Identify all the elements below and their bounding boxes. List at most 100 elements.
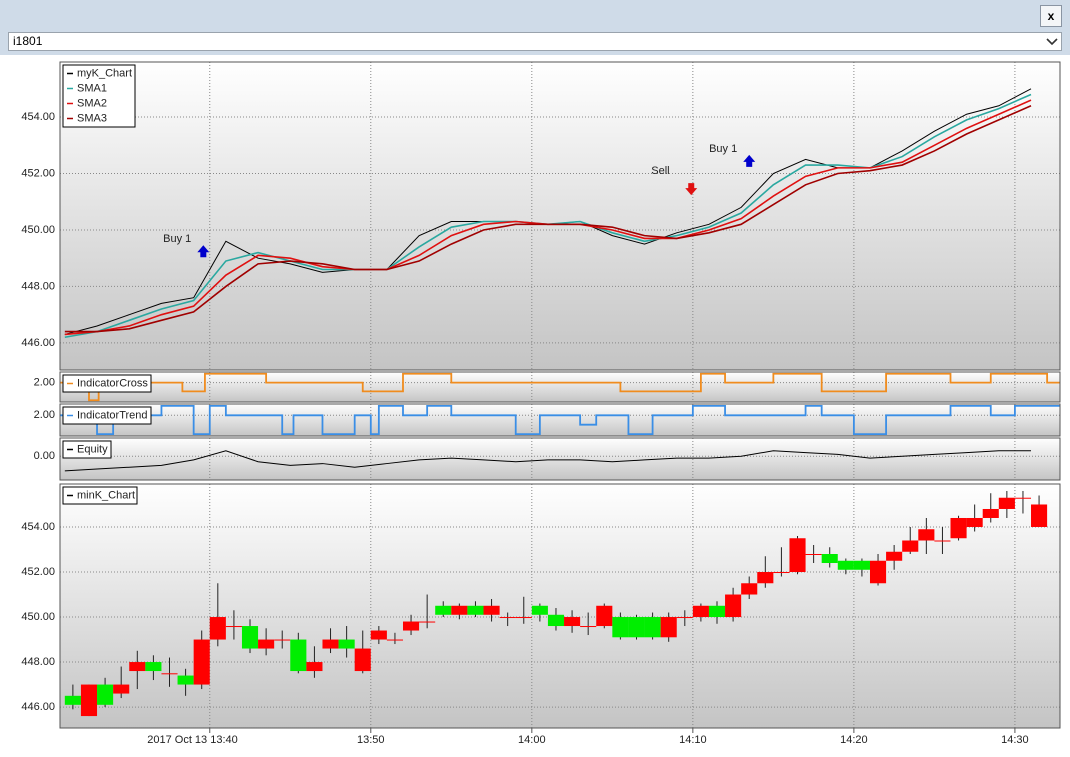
candle-body <box>837 560 854 570</box>
panel <box>60 62 1060 370</box>
candle-body <box>274 639 291 641</box>
candle-body <box>725 594 742 618</box>
legend-box <box>62 440 112 459</box>
buy-arrow <box>743 154 756 167</box>
candle-body <box>853 560 870 570</box>
y-tick-label: 446.00 <box>21 701 55 713</box>
candle-body <box>386 639 403 641</box>
candle-body <box>402 621 420 631</box>
candle-body <box>1031 504 1048 527</box>
candle-body <box>515 617 532 619</box>
candle-body <box>354 648 371 672</box>
candle-body <box>902 540 919 552</box>
panel-background <box>60 62 1060 370</box>
candle-body <box>692 605 709 618</box>
candle-body <box>1014 497 1032 499</box>
panel <box>60 404 1060 436</box>
candle-body <box>322 639 339 649</box>
step-line <box>60 372 1060 402</box>
candle-body <box>821 554 838 564</box>
symbol-dropdown[interactable]: i1801 <box>8 32 1062 51</box>
candle-body <box>483 605 500 615</box>
chart-area: 446.00 448.00 450.00 452.00 454.00 Buy 1 Buy 1… <box>0 55 1070 757</box>
legend-label: Equity <box>77 443 108 455</box>
x-tick-label: 13:50 <box>357 734 385 746</box>
candle-body <box>934 540 951 542</box>
x-tick-label: 14:10 <box>679 734 707 746</box>
candle-body <box>435 605 452 615</box>
legend-label: IndicatorCross <box>77 377 148 389</box>
candle-body <box>338 639 355 649</box>
candle-body <box>886 551 903 561</box>
panel-background <box>60 438 1060 480</box>
candle-body <box>241 626 259 649</box>
series-line <box>64 105 1032 333</box>
legend-label: SMA2 <box>77 97 107 109</box>
candle-body <box>773 572 790 574</box>
candle-body <box>805 554 822 556</box>
panel-border <box>59 403 1061 437</box>
candle-body <box>451 605 468 615</box>
y-tick-label: 446.00 <box>21 337 55 349</box>
legend-label: IndicatorTrend <box>77 409 148 421</box>
candle-body <box>225 626 242 628</box>
candle-body <box>80 684 98 717</box>
y-tick-label: 448.00 <box>21 280 55 292</box>
x-tick-label: 14:00 <box>518 734 546 746</box>
step-line <box>60 404 1060 436</box>
y-tick-label: 454.00 <box>21 111 55 123</box>
panel-background <box>60 372 1060 402</box>
candle-body <box>97 684 114 705</box>
candle-body <box>998 497 1015 509</box>
candle-body <box>113 684 130 694</box>
legend-label: SMA1 <box>77 82 107 94</box>
candle-body <box>161 673 178 675</box>
candle-body <box>966 517 983 527</box>
candle-body <box>370 630 387 640</box>
legend-label: minK_Chart <box>77 489 135 501</box>
panel-border <box>59 61 1061 371</box>
panel <box>60 372 1060 402</box>
candle-body <box>64 695 81 705</box>
candle-body <box>145 662 162 672</box>
symbol-text: i1801 <box>13 34 43 48</box>
panel-border <box>59 437 1061 481</box>
candle-body <box>757 572 774 584</box>
candle-body <box>580 626 597 628</box>
candle-body <box>676 617 693 619</box>
candle-body <box>547 614 565 627</box>
candle-body <box>596 605 613 627</box>
candle-body <box>531 605 548 615</box>
candle-body <box>628 617 645 638</box>
candle-body <box>564 617 581 627</box>
candle-body <box>290 639 307 672</box>
candle-body <box>467 605 484 615</box>
y-tick-label: 0.00 <box>34 450 55 462</box>
y-tick-label: 448.00 <box>21 656 55 668</box>
candle-body <box>644 617 661 638</box>
buy-arrow <box>197 245 210 258</box>
close-button[interactable]: x <box>1040 5 1062 27</box>
candle-body <box>918 529 935 541</box>
signal-label: Sell <box>651 165 669 177</box>
y-tick-label: 450.00 <box>21 611 55 623</box>
legend-box <box>62 64 136 128</box>
y-tick-label: 452.00 <box>21 167 55 179</box>
legend-box <box>62 406 152 425</box>
x-tick-label: 2017 Oct 13 13:40 <box>147 734 238 746</box>
panel-border <box>59 483 1061 729</box>
panel <box>60 438 1060 480</box>
signal-label: Buy 1 <box>709 143 737 155</box>
series-line <box>64 450 1032 472</box>
legend-label: SMA3 <box>77 112 107 124</box>
legend-box <box>62 486 138 505</box>
x-tick-label: 14:30 <box>1001 734 1029 746</box>
candle-body <box>708 605 726 618</box>
y-tick-label: 452.00 <box>21 566 55 578</box>
candle-body <box>193 639 210 685</box>
panel-border <box>59 371 1061 403</box>
candle-body <box>209 617 226 640</box>
candle-body <box>499 617 516 619</box>
legend-label: myK_Chart <box>77 67 132 79</box>
candle-body <box>741 583 758 595</box>
